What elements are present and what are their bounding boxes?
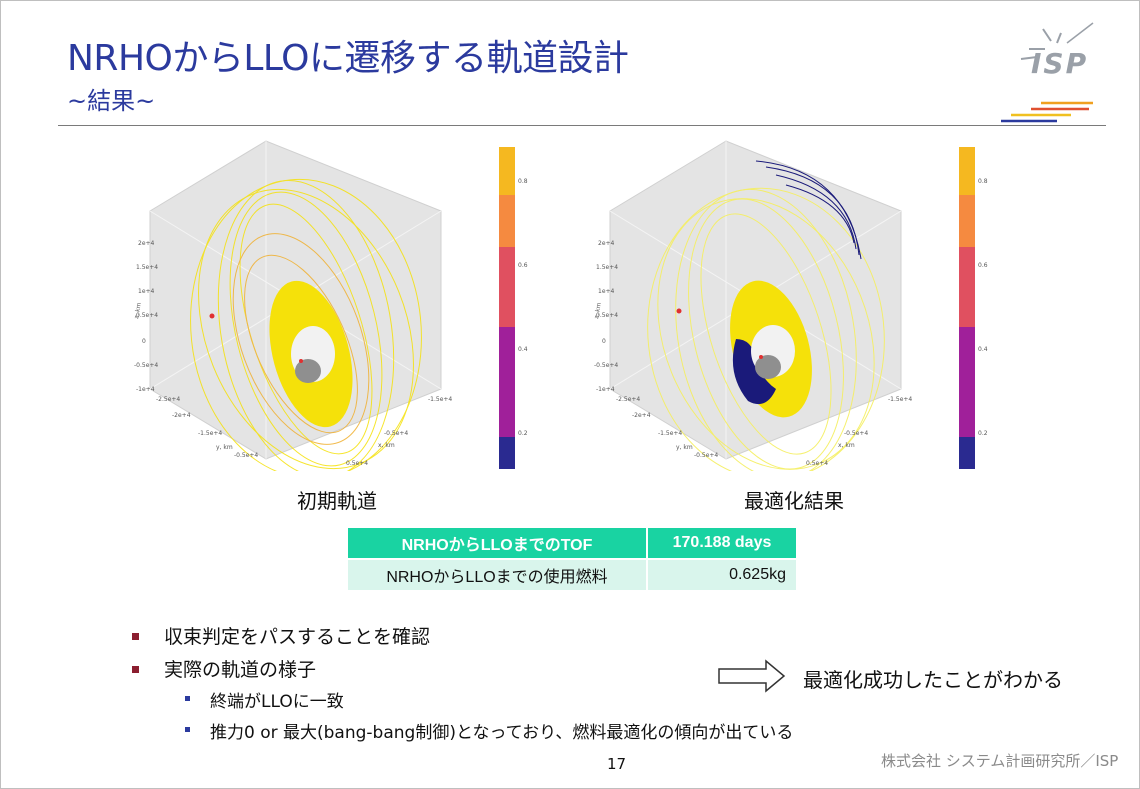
z-tick: 0 [142, 338, 146, 345]
z-tick: 2e+4 [138, 240, 155, 247]
y-tick: -0.5e+4 [694, 452, 718, 459]
y-tick: -1.5e+4 [198, 430, 222, 437]
logo-text: ISP [1031, 47, 1089, 80]
z-tick: 2e+4 [598, 240, 615, 247]
y-tick: -2.5e+4 [156, 396, 180, 403]
z-axis-label: z, km [593, 302, 603, 319]
colorbar-tick: 0.2 [518, 430, 528, 437]
bullet-square-icon [132, 633, 139, 640]
z-tick: 1e+4 [138, 288, 155, 295]
footer-company: 株式会社 システム計画研究所／ISP [881, 752, 1119, 770]
bullet-actual-orbit: 実際の軌道の様子 [164, 659, 317, 681]
x-tick: -1.5e+4 [888, 396, 912, 403]
initial-position-marker [676, 308, 682, 314]
fuel-value: 0.625kg [647, 559, 796, 590]
transfer-arcs [755, 160, 862, 260]
z-tick: 1.5e+4 [596, 264, 618, 271]
z-tick: 0 [602, 338, 606, 345]
table-row: NRHOからLLOまでのTOF 170.188 days [348, 528, 796, 560]
sub-bullet-llo-match: 終端がLLOに一致 [210, 692, 344, 712]
y-tick: -2.5e+4 [616, 396, 640, 403]
optimized-orbit-svg: 0.8 0.6 0.4 0.2 z, km 2e+4 1.5e+4 1e+4 0… [576, 139, 1026, 471]
y-tick: -2e+4 [172, 412, 191, 419]
initial-orbit-caption: 初期軌道 [297, 489, 377, 513]
z-tick: 1.5e+4 [136, 264, 158, 271]
conclusion-text: 最適化成功したことがわかる [803, 668, 1063, 692]
optimized-orbit-caption: 最適化結果 [744, 489, 844, 513]
isp-logo-icon [1001, 22, 1094, 123]
results-table: NRHOからLLOまでのTOF 170.188 days NRHOからLLOまで… [348, 528, 796, 590]
y-tick: -2e+4 [632, 412, 651, 419]
x-tick: 0.5e+4 [806, 460, 828, 467]
initial-orbit-plot: 0.8 0.6 0.4 0.2 z, km 2e+4 1.5e+4 1e+4 0… [116, 139, 566, 471]
y-axis-label: y, km [676, 444, 693, 451]
y-tick: -0.5e+4 [234, 452, 258, 459]
bullet-convergence: 収束判定をパスすることを確認 [164, 626, 431, 648]
right-arrow-icon [718, 659, 786, 693]
z-tick: -0.5e+4 [134, 362, 158, 369]
x-tick: -1.5e+4 [428, 396, 452, 403]
colorbar-tick: 0.4 [978, 346, 988, 353]
z-tick: -0.5e+4 [594, 362, 618, 369]
x-tick: -0.5e+4 [844, 430, 868, 437]
title-divider [58, 125, 1106, 126]
sub-bullet-square-icon [185, 696, 190, 701]
z-tick: 0.5e+4 [596, 312, 618, 319]
z-tick: 1e+4 [598, 288, 615, 295]
y-axis-label: y, km [216, 444, 233, 451]
x-axis-label: x, km [838, 442, 855, 449]
z-tick: 0.5e+4 [136, 312, 158, 319]
colorbar-tick: 0.8 [978, 178, 988, 185]
optimized-orbit-plot: 0.8 0.6 0.4 0.2 z, km 2e+4 1.5e+4 1e+4 0… [576, 139, 1026, 471]
tof-value: 170.188 days [647, 528, 796, 560]
sub-bullet-square-icon [185, 727, 190, 732]
colorbar-tick: 0.8 [518, 178, 528, 185]
fuel-label: NRHOからLLOまでの使用燃料 [348, 559, 648, 590]
slide-subtitle: ~結果~ [67, 87, 156, 115]
sub-bullet-bang-bang: 推力0 or 最大(bang-bang制御)となっており、燃料最適化の傾向が出て… [210, 723, 794, 743]
z-axis-label: z, km [133, 302, 143, 319]
table-row: NRHOからLLOまでの使用燃料 0.625kg [348, 559, 796, 590]
x-tick: 0.5e+4 [346, 460, 368, 467]
z-tick: -1e+4 [136, 386, 155, 393]
colorbar-tick: 0.6 [978, 262, 988, 269]
colorbar-tick: 0.4 [518, 346, 528, 353]
bullet-square-icon [132, 666, 139, 673]
initial-position-marker [209, 313, 215, 319]
colorbar-tick: 0.2 [978, 430, 988, 437]
initial-orbit-svg: 0.8 0.6 0.4 0.2 z, km 2e+4 1.5e+4 1e+4 0… [116, 139, 566, 471]
colorbar-tick: 0.6 [518, 262, 528, 269]
x-tick: -0.5e+4 [384, 430, 408, 437]
z-tick: -1e+4 [596, 386, 615, 393]
tof-label: NRHOからLLOまでのTOF [348, 528, 648, 560]
slide-title: NRHOからLLOに遷移する軌道設計 [67, 38, 629, 79]
y-tick: -1.5e+4 [658, 430, 682, 437]
page-number: 17 [607, 755, 627, 773]
x-axis-label: x, km [378, 442, 395, 449]
